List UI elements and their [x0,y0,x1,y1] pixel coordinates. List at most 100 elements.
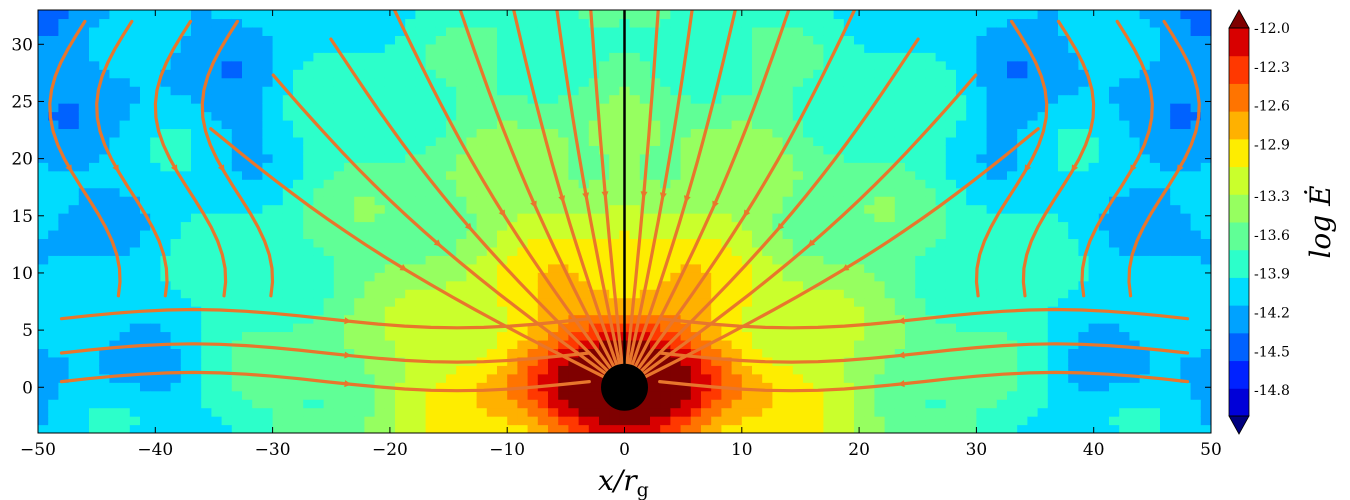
heatmap-cell [313,213,325,223]
heatmap-cell [782,128,794,138]
heatmap-cell [231,221,243,231]
heatmap-cell [905,60,916,70]
heatmap-cell [578,204,590,214]
heatmap-cell [864,238,875,248]
heatmap-cell [833,26,845,36]
heatmap-cell [140,10,151,20]
heatmap-cell [956,153,967,163]
heatmap-cell [609,213,620,223]
heatmap-cell [639,196,651,206]
heatmap-cell [711,297,722,307]
heatmap-cell [864,213,875,223]
heatmap-cell [670,382,682,392]
heatmap-cell [180,119,192,130]
heatmap-cell [242,18,253,28]
heatmap-cell [99,424,110,433]
heatmap-cell [741,280,753,290]
heatmap-cell [537,424,549,433]
heatmap-cell [935,136,947,146]
heatmap-cell [497,331,508,341]
heatmap-cell [344,170,355,180]
heatmap-cell [996,263,1008,273]
heatmap-cell [701,179,712,189]
heatmap-cell [293,136,304,146]
heatmap-cell [466,145,478,155]
heatmap-cell [537,10,549,20]
heatmap-cell [1007,204,1018,214]
heatmap-cell [435,77,447,87]
heatmap-cell [384,179,396,189]
heatmap-cell [864,263,875,273]
heatmap-cell [435,339,447,349]
heatmap-cell [670,373,682,383]
heatmap-cell [354,382,365,392]
heatmap-cell [874,297,886,307]
heatmap-cell [262,348,274,358]
heatmap-cell [384,52,396,62]
heatmap-cell [721,103,733,113]
heatmap-cell [1007,238,1018,248]
heatmap-cell [578,382,590,392]
heatmap-cell [58,238,70,248]
heatmap-cell [446,196,457,206]
heatmap-cell [578,229,590,240]
heatmap-cell [813,229,824,240]
heatmap-cell [823,263,835,273]
heatmap-cell [48,10,59,20]
heatmap-cell [384,399,396,409]
heatmap-cell [680,339,692,349]
heatmap-cell [109,289,121,299]
heatmap-cell [333,204,345,214]
heatmap-cell [1037,390,1049,400]
heatmap-cell [956,323,967,333]
heatmap-cell [752,196,763,206]
heatmap-cell [721,255,733,265]
heatmap-cell [874,424,886,433]
heatmap-cell [456,18,467,28]
heatmap-cell [303,382,314,392]
heatmap-cell [99,86,110,96]
heatmap-cell [843,69,855,79]
heatmap-cell [833,52,845,62]
heatmap-cell [425,103,437,113]
heatmap-cell [1037,263,1049,273]
heatmap-cell [660,399,671,409]
heatmap-cell [721,297,733,307]
heatmap-cell [690,314,702,324]
heatmap-cell [1017,103,1028,113]
heatmap-cell [568,10,580,20]
heatmap-cell [752,162,763,172]
heatmap-cell [966,339,977,349]
heatmap-cell [38,60,49,70]
heatmap-cell [425,314,437,324]
heatmap-cell [690,348,702,358]
heatmap-cell [242,272,253,282]
heatmap-cell [558,213,569,223]
heatmap-cell [313,136,325,146]
heatmap-cell [884,43,896,53]
heatmap-cell [129,348,141,358]
heatmap-cell [466,43,478,53]
heatmap-cell [58,94,70,104]
heatmap-cell [854,35,865,45]
heatmap-cell [476,153,488,163]
heatmap-cell [170,69,182,79]
heatmap-cell [568,424,580,433]
heatmap-cell [884,323,896,333]
heatmap-cell [109,314,121,324]
heatmap-cell [956,255,967,265]
heatmap-cell [466,229,478,240]
heatmap-cell [211,145,223,155]
heatmap-cell [731,280,743,290]
heatmap-cell [670,187,682,197]
heatmap-cell [680,289,692,299]
heatmap-cell [282,255,294,265]
heatmap-cell [680,153,692,163]
heatmap-cell [160,196,172,206]
heatmap-cell [282,94,294,104]
heatmap-cell [966,221,977,231]
heatmap-cell [558,373,569,383]
heatmap-cell [843,323,855,333]
heatmap-cell [435,306,447,316]
heatmap-cell [435,196,447,206]
